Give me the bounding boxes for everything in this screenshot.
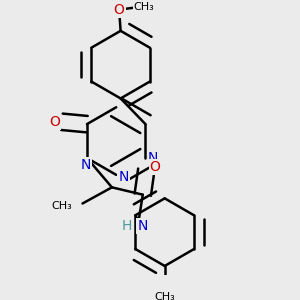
- Text: O: O: [49, 115, 60, 129]
- Text: N: N: [148, 151, 158, 165]
- Text: CH₃: CH₃: [154, 292, 175, 300]
- Text: O: O: [150, 160, 160, 174]
- Text: N: N: [118, 170, 129, 184]
- Text: N: N: [80, 158, 91, 172]
- Text: N: N: [138, 219, 148, 233]
- Text: O: O: [114, 3, 124, 17]
- Text: H: H: [122, 219, 132, 233]
- Text: CH₃: CH₃: [134, 2, 154, 12]
- Text: CH₃: CH₃: [52, 201, 72, 211]
